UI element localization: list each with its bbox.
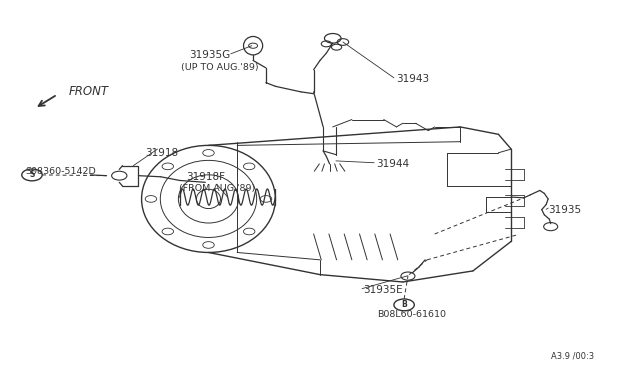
Text: 31935E: 31935E	[364, 285, 403, 295]
Text: S08360-5142D: S08360-5142D	[26, 167, 97, 176]
Text: 31935G: 31935G	[189, 50, 230, 60]
Text: 31918: 31918	[145, 148, 178, 158]
Text: S: S	[29, 170, 35, 179]
Circle shape	[22, 169, 42, 181]
Circle shape	[394, 299, 414, 311]
Text: B08L60-61610: B08L60-61610	[378, 310, 446, 319]
Text: (UP TO AUG.'89): (UP TO AUG.'89)	[181, 63, 259, 72]
Text: (FROM AUG.'89): (FROM AUG.'89)	[179, 184, 255, 193]
Text: 31943: 31943	[396, 74, 429, 84]
Text: 31944: 31944	[376, 159, 409, 169]
Text: 31935: 31935	[548, 205, 581, 215]
Text: A3.9 /00:3: A3.9 /00:3	[550, 351, 594, 360]
Text: B: B	[401, 300, 407, 310]
Text: FRONT: FRONT	[68, 85, 108, 98]
Text: 31918F: 31918F	[186, 172, 225, 182]
